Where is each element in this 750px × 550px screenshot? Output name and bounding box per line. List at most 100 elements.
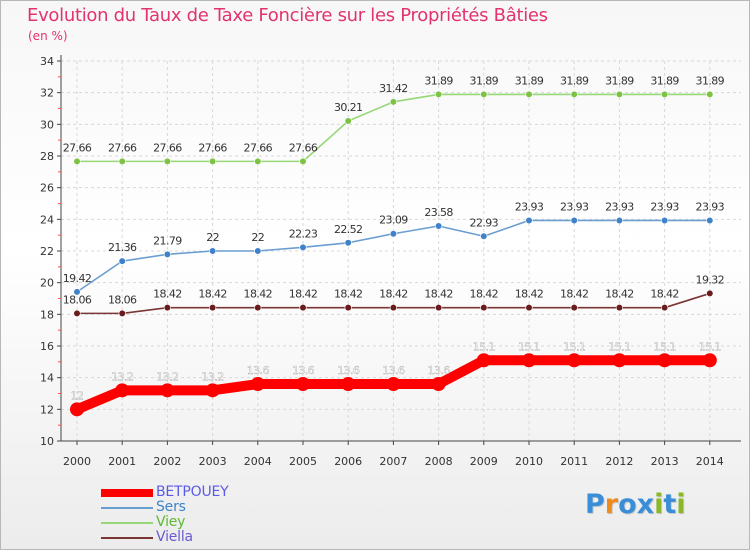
data-label-viey: 27.66 [153,141,182,154]
data-label-betpouey: 15.1 [473,340,495,353]
data-point-viella [344,304,352,312]
logo-letter: P [585,489,605,520]
data-point-sers [615,216,624,225]
data-point-viella [254,304,262,312]
data-point-betpouey [160,383,175,398]
data-label-viey: 31.89 [696,74,725,87]
data-point-sers [118,257,126,265]
data-label-sers: 23.93 [515,200,544,213]
y-tick-label: 16 [40,340,54,353]
data-point-viella [706,289,714,298]
logo-letter: o [618,489,637,520]
data-point-sers [389,230,398,238]
legend-swatch [101,507,153,509]
data-point-sers [73,288,81,296]
data-point-betpouey [70,402,84,417]
legend-label: Sers [156,499,186,515]
data-label-viella: 18.42 [560,288,589,301]
data-label-viella: 18.42 [198,288,227,301]
data-label-viey: 31.89 [424,74,453,87]
series-betpouey: 12 13.2 13.2 13.2 13.6 13.6 13.6 13.6 13.6 15.1 15… [70,340,722,417]
data-point-sers [570,216,578,225]
data-label-viella: 18.42 [605,288,634,301]
data-point-sers [254,247,262,255]
data-label-viella: 18.42 [289,288,318,301]
data-label-viey: 27.66 [244,141,273,154]
x-tick-label: 2003 [199,455,227,468]
data-point-viey [254,157,262,165]
data-label-sers: 19.42 [63,272,92,285]
legend-label: BETPOUEY [156,484,229,500]
data-label-betpouey: 13.2 [156,370,178,383]
x-tick-label: 2008 [425,455,453,468]
legend-swatch [101,522,153,524]
data-label-betpouey: 15.1 [608,340,630,353]
data-label-betpouey: 13.6 [337,364,360,377]
x-tick-label: 2013 [651,455,679,468]
legend-swatch [101,489,153,497]
data-point-viella [525,304,533,312]
data-label-betpouey: 12 [71,389,84,402]
logo-letter: r [604,489,619,520]
data-label-viey: 31.89 [605,74,634,87]
logo-letter: i [676,489,686,520]
legend-label: Viey [156,514,186,530]
data-label-viella: 18.42 [470,288,499,301]
x-tick-label: 2011 [560,455,588,468]
chart-title: Evolution du Taux de Taxe Foncière sur l… [27,5,548,26]
data-point-viey [299,157,307,165]
data-label-viey: 31.89 [515,74,544,87]
data-point-betpouey [115,383,130,398]
data-point-betpouey [567,353,582,368]
data-label-sers: 23.93 [605,200,634,213]
data-point-betpouey [386,377,401,391]
data-label-viey: 27.66 [63,141,92,154]
data-label-betpouey: 13.6 [292,364,315,377]
unit-label: (en %) [28,29,68,43]
data-label-viella: 18.42 [379,288,408,301]
data-point-betpouey [431,377,446,391]
data-label-betpouey: 13.6 [382,364,405,377]
data-label-sers: 22 [206,231,219,244]
y-tick-label: 10 [40,435,54,448]
x-tick-label: 2002 [153,455,181,468]
data-label-sers: 23.93 [560,200,589,213]
data-label-betpouey: 15.1 [563,340,585,353]
y-tick-label: 24 [40,213,54,226]
data-label-sers: 22.93 [470,216,499,229]
logo-letter: x [636,489,655,520]
y-tick-label: 22 [40,245,54,258]
series-viella: 18.06 18.06 18.42 18.42 18.42 18.42 18.42 18.42… [63,273,725,317]
series-viey: 27.66 27.66 27.66 27.66 27.66 27.66 30.21 31.42… [63,74,725,165]
data-label-sers: 22.23 [289,227,318,240]
y-tick-label: 32 [40,87,54,100]
data-label-sers: 23.93 [650,200,679,213]
data-label-viella: 18.06 [108,293,137,306]
data-label-viella: 18.06 [63,293,92,306]
data-point-viey [525,90,533,99]
data-label-viella: 18.42 [515,288,544,301]
data-point-betpouey [296,377,310,391]
data-label-viella: 18.42 [650,288,679,301]
y-tick-label: 34 [40,55,54,68]
x-tick-label: 2001 [108,455,136,468]
data-label-viey: 31.89 [470,74,499,87]
data-label-viey: 31.89 [650,74,679,87]
series-sers: 19.42 21.36 21.79 22 22 22.23 22.52 23.09 23.58 2… [63,200,725,296]
x-tick-label: 2000 [63,455,91,468]
x-tick-label: 2012 [605,455,633,468]
data-label-viella: 19.32 [696,273,725,286]
data-point-viella [435,304,443,312]
data-point-betpouey [612,353,627,368]
data-label-viella: 18.42 [334,288,363,301]
data-label-sers: 21.79 [153,234,182,247]
data-point-betpouey [341,377,356,391]
data-point-viey [118,157,126,165]
data-point-betpouey [250,377,265,391]
data-label-sers: 23.09 [379,214,408,227]
data-label-viella: 18.42 [424,288,453,301]
x-tick-label: 2006 [334,455,362,468]
y-tick-label: 20 [40,277,54,290]
data-label-viey: 27.66 [198,141,227,154]
